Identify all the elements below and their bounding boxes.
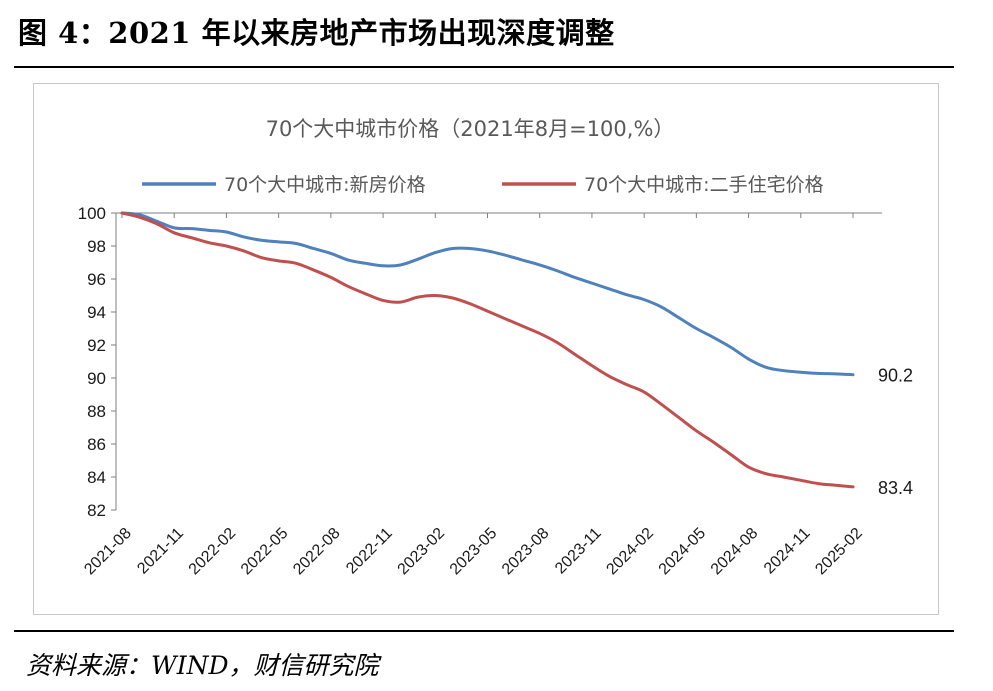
x-tick-label: 2023-08: [499, 525, 553, 579]
series-lines: [120, 211, 855, 489]
y-tick-label: 94: [87, 303, 106, 322]
x-tick-label: 2025-02: [812, 525, 866, 579]
y-tick-label: 86: [87, 435, 106, 454]
x-tick-label: 2022-02: [186, 525, 240, 579]
x-tick-label: 2024-05: [656, 525, 710, 579]
end-labels: 90.2 83.4: [878, 366, 913, 498]
x-tick-label: 2023-05: [447, 525, 501, 579]
source-note: 资料来源：WIND，财信研究院: [26, 651, 379, 680]
y-axis-ticks: 100 98 96 94 92 90 88 86 84 82: [78, 204, 116, 520]
x-tick-label: 2023-11: [552, 525, 605, 578]
series-line-second-hand: [120, 211, 855, 489]
legend-label-second-hand: 70个大中城市:二手住宅价格: [584, 174, 824, 196]
y-tick-label: 84: [87, 468, 106, 487]
legend-label-new-homes: 70个大中城市:新房价格: [224, 174, 426, 196]
y-tick-label: 92: [87, 336, 106, 355]
legend: 70个大中城市:新房价格 70个大中城市:二手住宅价格: [142, 174, 824, 196]
x-tick-label: 2021-11: [134, 525, 187, 578]
end-label-second-hand: 83.4: [878, 478, 913, 498]
y-tick-label: 100: [78, 204, 106, 223]
x-tick-label: 2024-08: [708, 525, 762, 579]
y-tick-label: 96: [87, 270, 106, 289]
series-line-new-homes: [120, 211, 855, 377]
x-tick-label: 2023-02: [395, 525, 449, 579]
chart-panel: [33, 83, 939, 615]
x-tick-label: 2021-08: [81, 525, 135, 579]
x-tick-label: 2024-11: [761, 525, 814, 578]
y-tick-label: 98: [87, 237, 106, 256]
y-tick-label: 90: [87, 369, 106, 388]
end-label-new-homes: 90.2: [878, 366, 913, 386]
x-tick-label: 2022-11: [343, 525, 396, 578]
figure-title: 图 4：2021 年以来房地产市场出现深度调整: [18, 16, 615, 50]
top-rule: [14, 66, 954, 68]
x-tick-label: 2022-08: [290, 525, 344, 579]
y-tick-label: 82: [87, 501, 106, 520]
x-tick-label: 2024-02: [603, 525, 657, 579]
bottom-rule: [14, 630, 954, 632]
axes: [115, 212, 882, 510]
x-tick-label: 2022-05: [238, 525, 292, 579]
y-tick-label: 88: [87, 402, 106, 421]
chart-title: 70个大中城市价格（2021年8月=100,%）: [266, 117, 675, 141]
